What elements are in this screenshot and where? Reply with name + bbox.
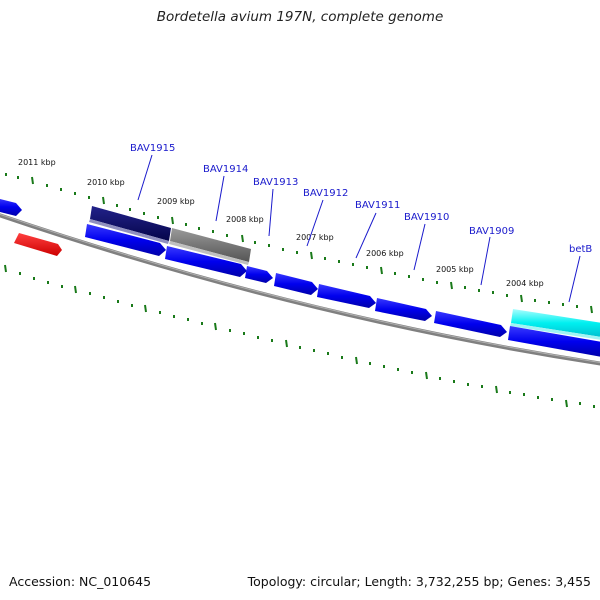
gene-leader-lines: [137, 154, 581, 303]
gene-arrow-7[interactable]: [434, 311, 507, 337]
inner-tick-ring: [4, 264, 595, 408]
kbp-label: 2011 kbp: [18, 158, 56, 167]
kbp-label: 2008 kbp: [226, 215, 264, 224]
gene-bar-betb[interactable]: [511, 309, 600, 337]
accession-text: Accession: NC_010645: [9, 574, 152, 589]
gene-label-betb[interactable]: betB: [569, 244, 592, 255]
kbp-labels: 2011 kbp 2010 kbp 2009 kbp 2008 kbp 2007…: [18, 158, 544, 288]
gene-label-bav1909[interactable]: BAV1909: [469, 226, 514, 237]
gene-arrow-red[interactable]: [14, 233, 62, 256]
gene-label-bav1912[interactable]: BAV1912: [303, 188, 348, 199]
genome-backbone: [0, 213, 600, 366]
gene-arrow-2[interactable]: [165, 246, 247, 277]
gene-bar-bav1914[interactable]: [170, 228, 251, 262]
kbp-label: 2004 kbp: [506, 279, 544, 288]
genome-summary-text: Topology: circular; Length: 3,732,255 bp…: [247, 574, 591, 589]
kbp-label: 2009 kbp: [157, 197, 195, 206]
kbp-label: 2010 kbp: [87, 178, 125, 187]
gene-arrow-1[interactable]: [85, 224, 166, 256]
gene-arrow-5[interactable]: [317, 284, 376, 308]
inner-gene-track: [14, 224, 600, 357]
gene-label-bav1915[interactable]: BAV1915: [130, 143, 175, 154]
gene-arrow-4[interactable]: [274, 273, 318, 295]
gene-arrow-3[interactable]: [245, 266, 273, 283]
outer-tick-ring: [5, 173, 593, 314]
kbp-label: 2005 kbp: [436, 265, 474, 274]
gene-label-bav1913[interactable]: BAV1913: [253, 177, 298, 188]
gene-arrow-8[interactable]: [508, 326, 600, 357]
gene-label-bav1914[interactable]: BAV1914: [203, 164, 248, 175]
gene-bar-bav1915[interactable]: [90, 206, 171, 241]
gene-label-bav1911[interactable]: BAV1911: [355, 200, 400, 211]
gene-labels: BAV1915 BAV1914 BAV1913 BAV1912 BAV1911 …: [130, 143, 592, 255]
outer-gene-track: [0, 198, 600, 340]
gene-label-bav1910[interactable]: BAV1910: [404, 212, 449, 223]
gene-bar-partial-left[interactable]: [0, 198, 22, 216]
genome-title: Bordetella avium 197N, complete genome: [156, 9, 444, 25]
kbp-label: 2007 kbp: [296, 233, 334, 242]
kbp-label: 2006 kbp: [366, 249, 404, 258]
gene-arrow-6[interactable]: [375, 298, 432, 321]
